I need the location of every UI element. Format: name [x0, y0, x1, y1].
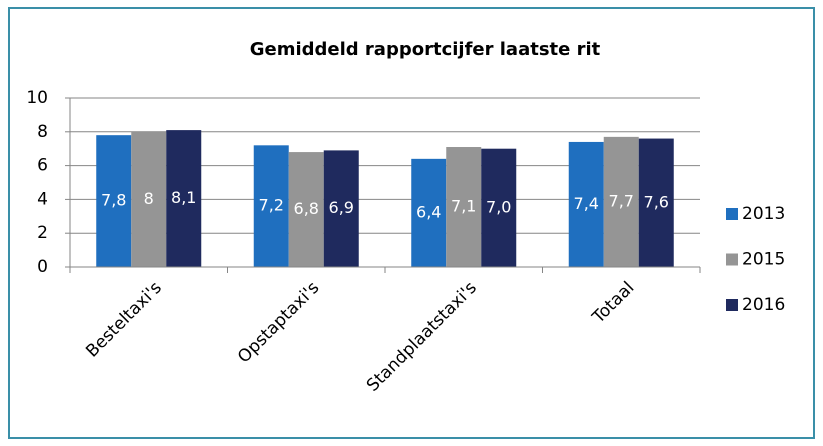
- value-label: 8: [144, 189, 154, 208]
- value-label: 7,8: [101, 191, 126, 210]
- y-tick-label: 4: [37, 189, 48, 209]
- value-label: 6,9: [329, 198, 354, 217]
- y-tick-label: 2: [37, 223, 48, 243]
- value-label: 6,4: [416, 202, 441, 221]
- bar: [288, 152, 324, 267]
- value-label: 7,4: [574, 194, 599, 213]
- bar: [131, 131, 167, 267]
- y-tick-label: 10: [26, 88, 48, 108]
- value-label: 7,2: [259, 196, 284, 215]
- bar: [638, 138, 674, 267]
- y-tick-label: 0: [37, 257, 48, 277]
- bar: [166, 130, 202, 267]
- value-label: 7,1: [451, 197, 476, 216]
- y-tick-label: 8: [37, 122, 48, 142]
- bar: [603, 136, 639, 267]
- value-label: 7,7: [609, 191, 634, 210]
- value-label: 6,8: [294, 199, 319, 218]
- bar: [323, 150, 359, 267]
- value-label: 7,6: [644, 192, 669, 211]
- legend-swatch: [726, 253, 738, 266]
- chart-title: Gemiddeld rapportcijfer laatste rit: [250, 39, 601, 60]
- bar: [96, 135, 132, 267]
- bar: [411, 158, 447, 267]
- legend-label: 2013: [742, 204, 785, 224]
- value-label: 7,0: [486, 197, 511, 216]
- legend-label: 2015: [742, 250, 785, 270]
- value-label: 8,1: [171, 188, 196, 207]
- legend-swatch: [726, 208, 738, 220]
- bar: [446, 147, 482, 267]
- bar: [253, 145, 289, 267]
- bar: [568, 141, 604, 267]
- bar: [481, 148, 517, 267]
- legend-swatch: [726, 299, 738, 311]
- y-tick-label: 6: [37, 156, 48, 176]
- legend-label: 2016: [742, 295, 785, 315]
